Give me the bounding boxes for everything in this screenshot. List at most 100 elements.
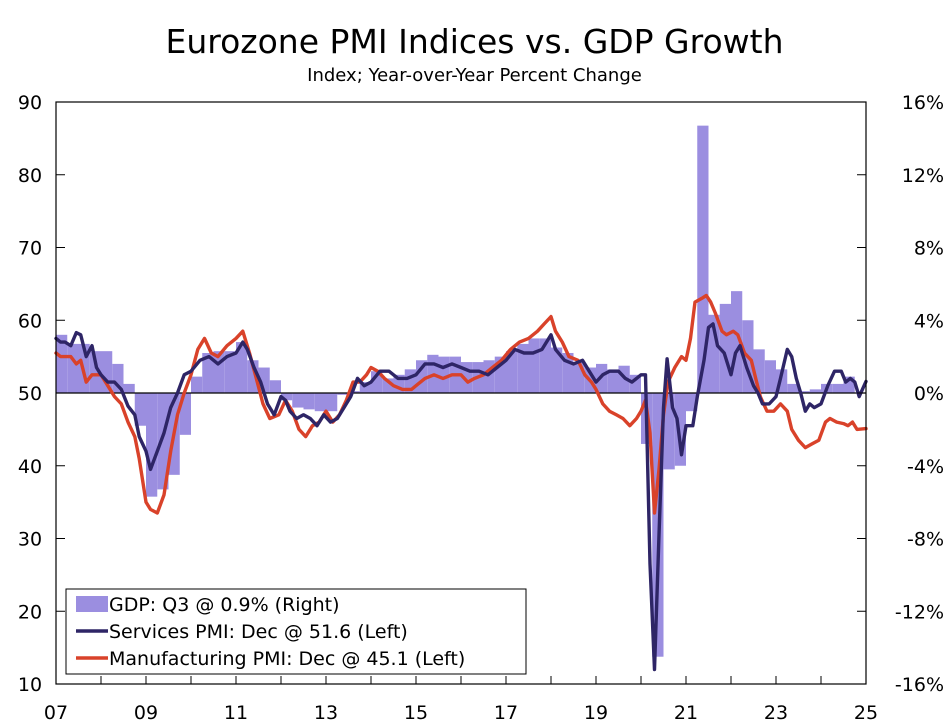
left-tick-label: 70 <box>18 238 42 260</box>
right-tick-label: 16% <box>902 92 944 114</box>
gdp-bar <box>438 356 450 393</box>
gdp-bar <box>719 303 731 393</box>
right-tick-label: 8% <box>914 238 944 260</box>
right-tick-label: 12% <box>902 165 944 187</box>
legend-box <box>65 588 527 675</box>
gdp-bar <box>517 343 529 393</box>
right-tick-label: 4% <box>914 310 944 332</box>
gdp-bar <box>573 362 585 393</box>
gdp-bar <box>843 376 855 393</box>
left-tick-label: 40 <box>18 456 42 478</box>
gdp-bar <box>359 382 371 393</box>
gdp-bar <box>146 393 158 497</box>
gdp-bar <box>674 393 686 466</box>
x-tick-label: 25 <box>854 702 878 724</box>
gdp-bar <box>494 356 506 393</box>
gdp-bar <box>247 360 259 393</box>
left-tick-label: 10 <box>18 674 42 696</box>
gdp-bar <box>191 376 203 393</box>
gdp-bar <box>236 342 248 393</box>
gdp-bar <box>337 393 349 395</box>
right-tick-label: -12% <box>895 601 944 623</box>
manufacturing-pmi-line <box>54 293 868 515</box>
gdp-bar <box>179 393 191 435</box>
left-axis: 10 20 30 40 50 60 70 80 90 <box>18 92 65 696</box>
left-tick-label: 90 <box>18 92 42 114</box>
x-axis: 07 09 11 13 15 17 19 21 23 25 <box>44 676 878 724</box>
chart-title: Eurozone PMI Indices vs. GDP Growth <box>165 22 784 61</box>
x-tick-label: 11 <box>224 702 248 724</box>
gdp-bar <box>461 362 473 393</box>
gdp-bar <box>101 351 113 393</box>
gdp-bar <box>157 393 169 490</box>
gdp-bar <box>798 391 810 393</box>
gdp-bar <box>56 334 68 393</box>
gdp-bar <box>483 360 495 393</box>
gdp-bar <box>303 393 315 410</box>
x-tick-label: 17 <box>494 702 518 724</box>
right-tick-label: -4% <box>907 456 944 478</box>
gdp-bar <box>123 383 135 393</box>
gdp-bar <box>528 338 540 393</box>
x-tick-label: 15 <box>404 702 428 724</box>
right-tick-label: -8% <box>907 529 944 551</box>
gdp-bar <box>269 380 281 393</box>
gdp-bar <box>314 393 326 412</box>
legend-label: GDP: Q3 @ 0.9% (Right) <box>109 594 340 616</box>
pmi-lines <box>54 293 868 672</box>
gdp-bar <box>382 378 394 393</box>
services-pmi-line <box>54 322 868 672</box>
x-tick-label: 19 <box>584 702 608 724</box>
legend-label: Manufacturing PMI: Dec @ 45.1 (Left) <box>109 648 465 670</box>
gdp-bar <box>326 393 338 412</box>
gdp-bar <box>686 393 698 412</box>
gdp-bar <box>607 369 619 393</box>
gdp-bar <box>697 125 709 394</box>
x-tick-label: 23 <box>764 702 788 724</box>
gdp-bar <box>393 374 405 393</box>
x-tick-label: 13 <box>314 702 338 724</box>
left-tick-label: 60 <box>18 310 42 332</box>
right-tick-label: 0% <box>914 383 944 405</box>
gdp-bar <box>551 347 563 393</box>
right-axis: -16% -12% -8% -4% 0% 4% 8% 12% 16% <box>857 92 944 696</box>
left-tick-label: 20 <box>18 601 42 623</box>
legend-label: Services PMI: Dec @ 51.6 (Left) <box>109 621 408 643</box>
gdp-bar <box>404 369 416 393</box>
gdp-bar <box>562 352 574 393</box>
gdp-bar <box>832 383 844 393</box>
gdp-bar <box>258 367 270 393</box>
gdp-bar <box>134 393 146 426</box>
gdp-bar <box>753 349 765 393</box>
gdp-bar <box>89 351 101 393</box>
gdp-bar <box>539 338 551 393</box>
gdp-bar <box>202 352 214 393</box>
gdp-bar <box>731 291 743 393</box>
legend: GDP: Q3 @ 0.9% (Right) Services PMI: Dec … <box>65 588 527 675</box>
gdp-bar <box>224 351 236 393</box>
gdp-bar <box>776 369 788 393</box>
left-tick-label: 50 <box>18 383 42 405</box>
gdp-bar <box>281 393 293 401</box>
x-tick-label: 07 <box>44 702 68 724</box>
gdp-bar <box>112 363 124 393</box>
legend-swatch-gdp <box>76 596 108 612</box>
gdp-bar <box>809 389 821 393</box>
gdp-bar <box>629 374 641 393</box>
chart-subtitle: Index; Year-over-Year Percent Change <box>307 65 642 86</box>
x-tick-label: 09 <box>134 702 158 724</box>
gdp-bar <box>764 360 776 393</box>
gdp-bar <box>708 314 720 393</box>
gdp-bar <box>506 351 518 393</box>
gdp-bar <box>213 351 225 393</box>
gdp-bars <box>56 125 855 657</box>
x-tick-label: 21 <box>674 702 698 724</box>
left-tick-label: 80 <box>18 165 42 187</box>
gdp-bar <box>787 383 799 393</box>
gdp-bar <box>371 371 383 393</box>
gdp-bar <box>663 393 675 470</box>
gdp-bar <box>292 393 304 408</box>
left-tick-label: 30 <box>18 529 42 551</box>
gdp-bar <box>416 360 428 393</box>
